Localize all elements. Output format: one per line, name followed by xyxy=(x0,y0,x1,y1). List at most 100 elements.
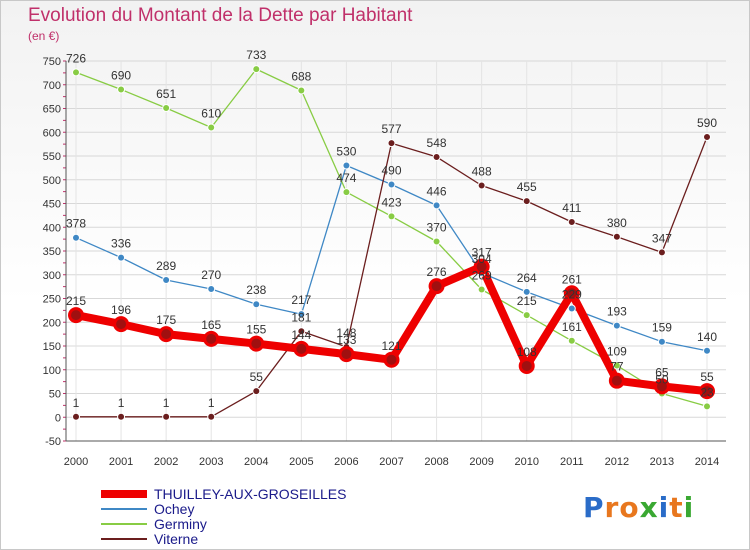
data-point xyxy=(432,201,441,210)
x-tick-label: 2012 xyxy=(605,456,629,468)
y-tick-label: 500 xyxy=(43,175,61,187)
axes: -500501001502002503003504004505005506006… xyxy=(43,56,726,468)
legend-label: Ochey xyxy=(154,501,194,517)
data-point xyxy=(297,327,306,336)
data-point xyxy=(522,287,531,296)
data-point xyxy=(68,307,84,324)
data-point xyxy=(477,285,486,294)
data-label: 474 xyxy=(336,171,356,185)
data-point xyxy=(207,285,216,293)
data-label: 347 xyxy=(652,231,672,245)
data-label: 193 xyxy=(607,305,627,319)
data-point xyxy=(703,402,711,411)
x-tick-label: 2006 xyxy=(334,456,358,468)
data-label: 270 xyxy=(201,268,221,282)
data-label: 133 xyxy=(336,333,356,347)
data-label: 196 xyxy=(111,303,131,317)
x-tick-label: 2000 xyxy=(64,456,88,468)
data-label: 1 xyxy=(73,396,80,410)
data-point xyxy=(252,300,261,309)
data-label: 726 xyxy=(66,51,86,65)
data-point xyxy=(207,412,216,421)
data-label: 610 xyxy=(201,107,221,121)
data-point xyxy=(117,253,126,262)
data-point xyxy=(612,361,621,370)
data-label: 148 xyxy=(336,326,356,340)
data-point xyxy=(72,68,80,77)
data-label: 411 xyxy=(562,201,581,215)
data-point xyxy=(387,180,396,189)
data-point xyxy=(522,311,531,320)
logo-letter: i xyxy=(658,491,670,524)
data-point xyxy=(252,387,261,396)
legend-label: Germiny xyxy=(154,516,207,532)
data-label: 238 xyxy=(246,283,266,297)
data-point xyxy=(657,337,666,346)
data-point xyxy=(72,412,80,421)
data-point xyxy=(699,383,715,400)
data-point xyxy=(387,139,396,148)
data-point xyxy=(338,346,355,363)
x-tick-label: 2013 xyxy=(650,456,674,468)
data-label: 304 xyxy=(472,252,492,266)
data-label: 488 xyxy=(472,164,492,178)
data-points xyxy=(68,65,715,421)
data-point xyxy=(612,232,621,241)
data-label: 370 xyxy=(427,221,447,235)
data-label: 289 xyxy=(156,259,176,273)
data-label: 215 xyxy=(66,294,86,308)
data-point xyxy=(203,330,220,347)
data-point xyxy=(567,304,576,313)
data-point xyxy=(342,161,351,170)
data-label: 159 xyxy=(652,321,672,335)
data-point xyxy=(207,123,216,132)
data-point xyxy=(703,133,711,141)
logo-letter: r xyxy=(604,491,620,524)
data-label: 548 xyxy=(427,136,447,150)
data-point xyxy=(117,85,126,94)
data-label: 165 xyxy=(201,318,221,332)
data-label: 423 xyxy=(381,195,401,209)
data-label: 181 xyxy=(291,310,311,324)
data-label: 23 xyxy=(700,385,714,399)
data-point xyxy=(162,104,171,113)
y-tick-label: 250 xyxy=(43,294,61,306)
data-label: 121 xyxy=(381,339,401,353)
data-label: 55 xyxy=(250,370,264,384)
data-point xyxy=(113,316,130,333)
data-point xyxy=(608,372,625,389)
data-label: 161 xyxy=(562,320,582,334)
data-point xyxy=(518,357,535,374)
data-point xyxy=(428,278,445,295)
data-point xyxy=(383,351,400,368)
data-point xyxy=(703,346,711,355)
data-label: 688 xyxy=(291,69,311,83)
x-tick-label: 2008 xyxy=(424,456,448,468)
grid xyxy=(66,60,726,442)
x-tick-label: 2009 xyxy=(469,456,493,468)
data-label: 109 xyxy=(607,344,627,358)
data-label: 215 xyxy=(517,294,537,308)
x-tick-label: 2004 xyxy=(244,456,268,468)
data-labels: 378 336 289 270 238 217 530 490 446 304 264 229 193 1… xyxy=(66,48,717,410)
data-label: 50 xyxy=(655,373,669,387)
y-tick-label: 750 xyxy=(43,56,61,68)
x-tick-label: 2002 xyxy=(154,456,178,468)
data-point xyxy=(162,412,171,421)
data-label: 590 xyxy=(697,116,717,130)
y-tick-label: 700 xyxy=(43,80,61,92)
data-label: 217 xyxy=(291,293,311,307)
y-tick-label: 550 xyxy=(43,151,61,163)
data-label: 140 xyxy=(697,330,717,344)
data-point xyxy=(477,181,486,190)
data-point xyxy=(563,285,580,302)
data-label: 65 xyxy=(655,365,669,379)
data-label: 155 xyxy=(246,323,266,337)
y-tick-label: 200 xyxy=(43,317,61,329)
y-tick-label: 650 xyxy=(43,104,61,116)
data-label: 733 xyxy=(246,48,266,62)
data-label: 229 xyxy=(562,287,582,301)
data-label: 55 xyxy=(700,370,714,384)
